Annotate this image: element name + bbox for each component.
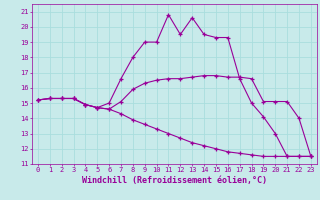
- X-axis label: Windchill (Refroidissement éolien,°C): Windchill (Refroidissement éolien,°C): [82, 176, 267, 185]
